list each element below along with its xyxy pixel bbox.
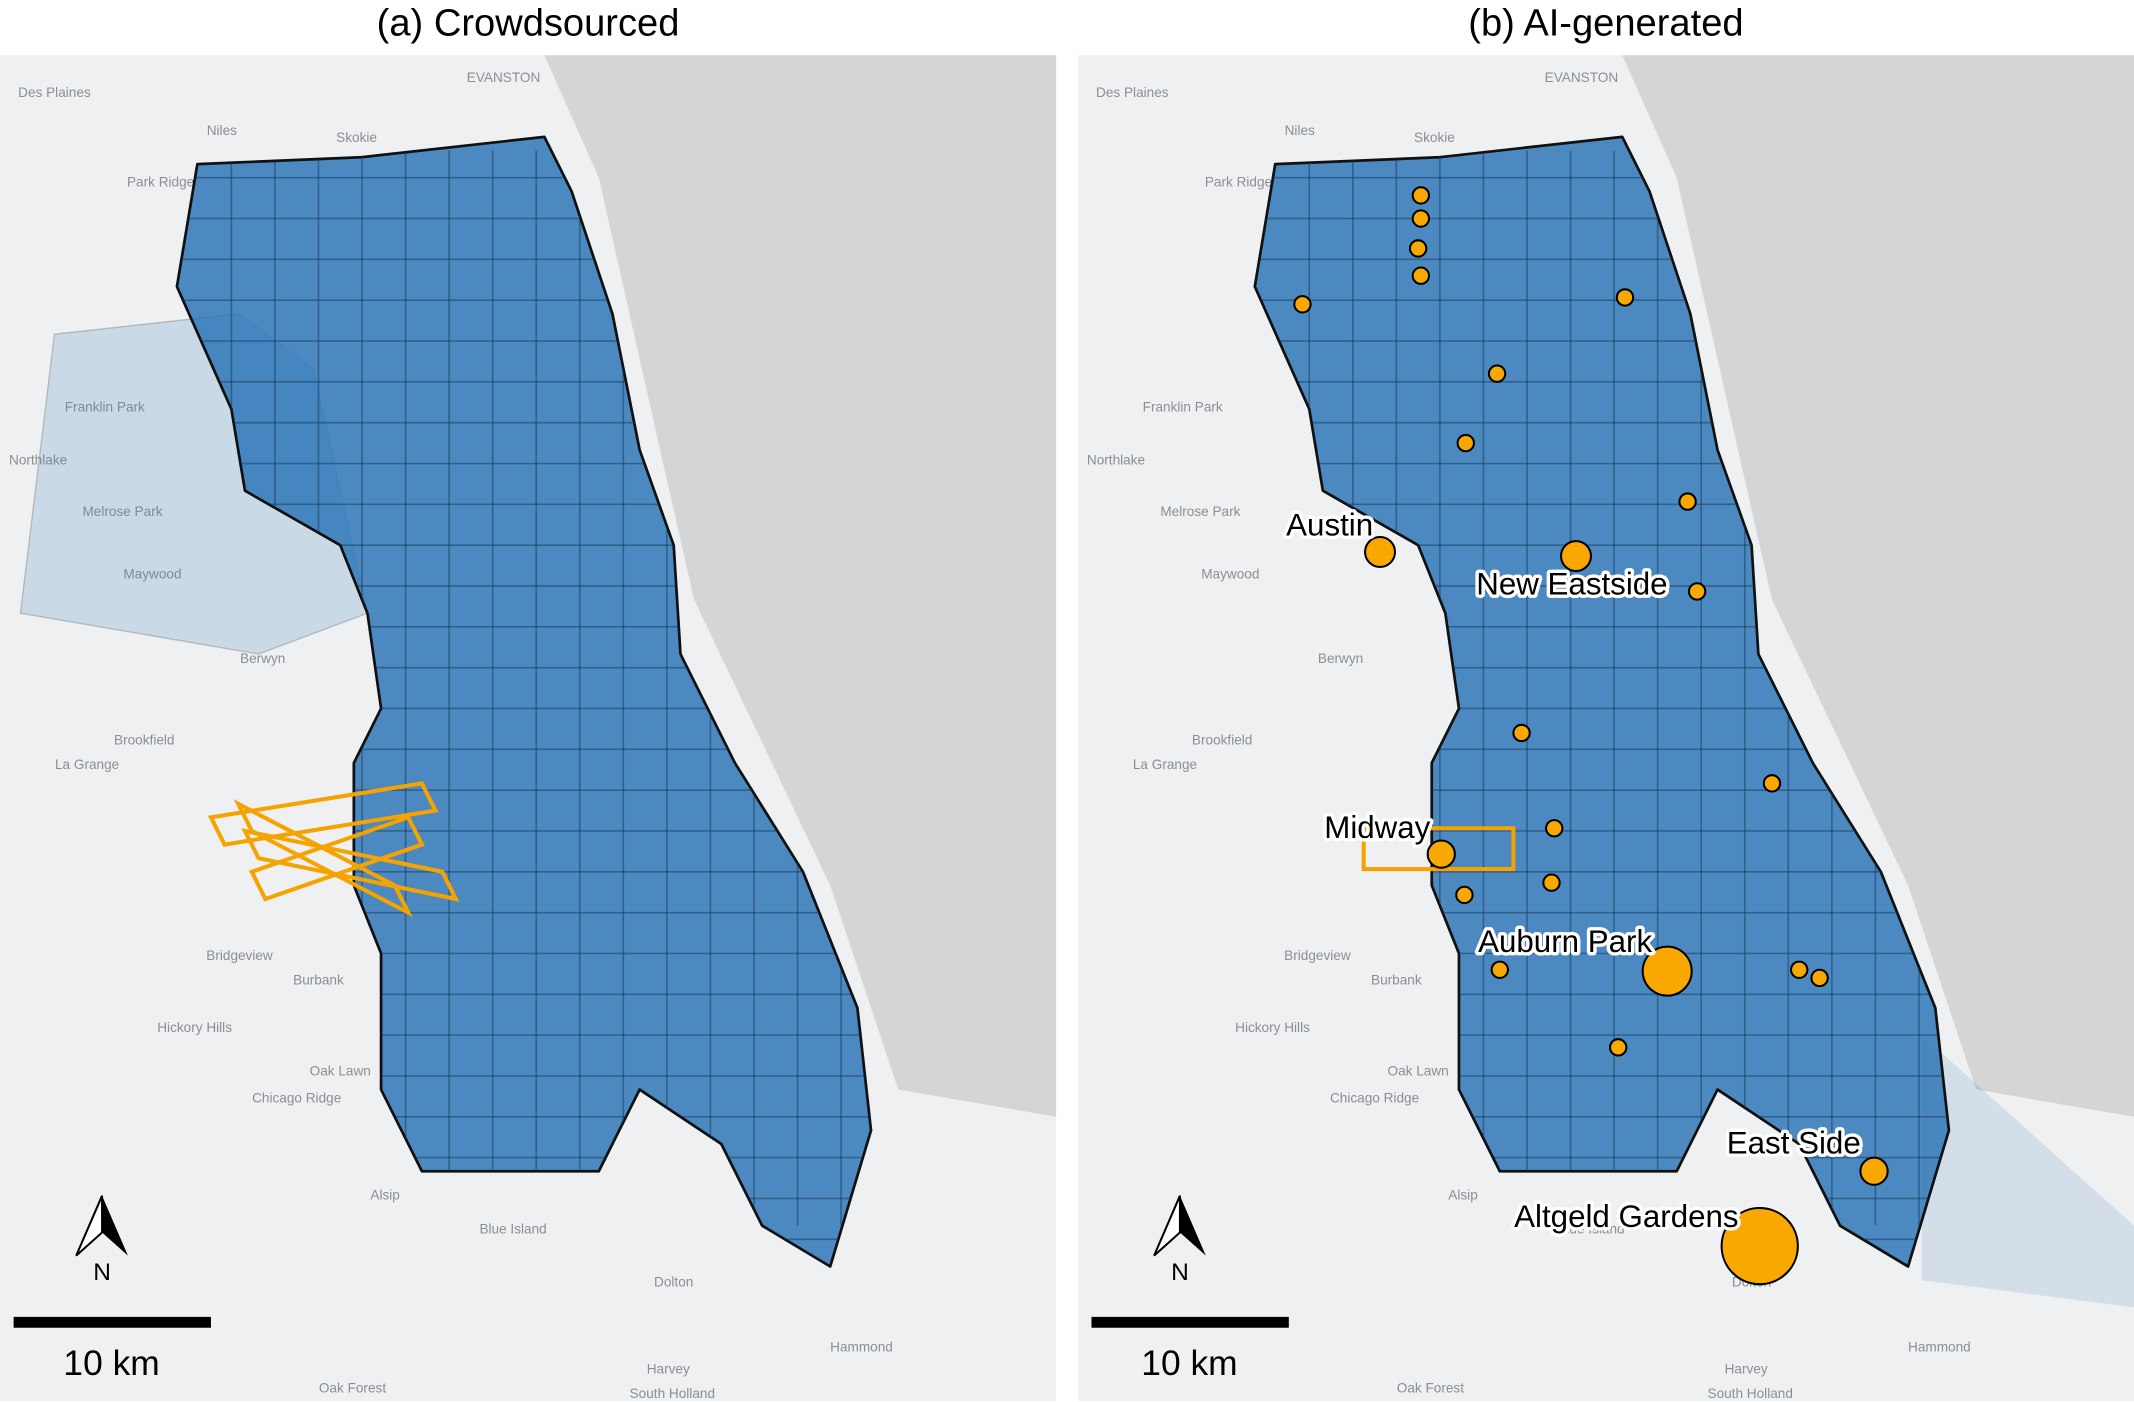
place-label: Chicago Ridge: [252, 1091, 341, 1106]
place-label: Franklin Park: [65, 399, 145, 414]
poi: [1609, 1038, 1628, 1057]
place-label: South Holland: [1708, 1386, 1793, 1401]
poi: [1411, 266, 1431, 285]
scale-label: 10 km: [1141, 1344, 1237, 1383]
place-label: Franklin Park: [1143, 399, 1223, 414]
highlight-region: [1361, 826, 1516, 872]
poi: [1762, 774, 1782, 793]
place-label: Bridgeview: [206, 948, 273, 963]
place-label: Maywood: [123, 567, 181, 582]
scale-label: 10 km: [63, 1344, 159, 1383]
place-label: Brookfield: [114, 733, 174, 748]
region-halo: [1921, 1035, 2134, 1308]
place-label: La Grange: [1133, 757, 1197, 772]
place-label: Oak Lawn: [1388, 1063, 1449, 1078]
place-label: Northlake: [1087, 452, 1145, 467]
place-label: South Holland: [630, 1386, 715, 1401]
place-label: EVANSTON: [1545, 70, 1619, 85]
place-label: Bridgeview: [1284, 948, 1351, 963]
annotation: East Side: [1727, 1126, 1861, 1161]
panel-title: (b) AI-generated: [1468, 2, 1743, 44]
poi: [1408, 239, 1428, 258]
poi: [1545, 819, 1564, 838]
place-label: Melrose Park: [1160, 504, 1240, 519]
place-label: Niles: [1285, 123, 1315, 138]
place-label: Maywood: [1201, 567, 1259, 582]
place-label: Harvey: [647, 1362, 690, 1377]
place-label: Burbank: [1371, 972, 1422, 987]
neighborhoods: [175, 135, 873, 1268]
annotation: Midway: [1324, 810, 1430, 845]
place-label: Niles: [207, 123, 237, 138]
place-label: Hickory Hills: [157, 1020, 232, 1035]
highlight-region: [248, 814, 425, 902]
place-label: Park Ridge: [127, 175, 194, 190]
place-label: Des Plaines: [1096, 85, 1169, 100]
place-label: Chicago Ridge: [1330, 1091, 1419, 1106]
north-label: N: [93, 1259, 111, 1286]
poi: [1678, 492, 1697, 511]
poi: [1542, 873, 1561, 892]
poi: [1411, 209, 1431, 228]
poi: [1293, 295, 1312, 314]
poi: [1641, 945, 1693, 997]
place-label: Burbank: [293, 972, 344, 987]
map-panel: Des Plaines EVANSTON Niles Skokie Park Ridge…: [1077, 55, 2134, 1402]
poi: [1810, 968, 1829, 988]
place-label: EVANSTON: [467, 70, 541, 85]
annotation: Altgeld Gardens: [1514, 1199, 1738, 1234]
place-label: Blue Island: [479, 1221, 546, 1236]
poi: [1615, 288, 1635, 307]
highlight-region: [233, 799, 413, 918]
place-label: Blue Island: [1557, 1221, 1624, 1236]
place-label: Oak Lawn: [310, 1063, 371, 1078]
poi: [1720, 1206, 1799, 1286]
place-label: Hammond: [830, 1340, 893, 1355]
highlight-region: [241, 828, 460, 902]
place-label: Hickory Hills: [1235, 1020, 1310, 1035]
place-label: Berwyn: [1318, 651, 1363, 666]
place-label: Brookfield: [1192, 733, 1252, 748]
poi: [1859, 1156, 1889, 1186]
place-label: Dolton: [654, 1274, 693, 1289]
poi: [1790, 960, 1809, 979]
poi: [1512, 723, 1531, 743]
place-label: Northlake: [9, 452, 67, 467]
place-label: Harvey: [1725, 1362, 1768, 1377]
place-label: Oak Forest: [1397, 1381, 1464, 1396]
highlight-region: [207, 781, 439, 847]
poi: [1687, 582, 1707, 601]
place-label: Alsip: [1448, 1187, 1477, 1202]
place-label: Des Plaines: [18, 85, 91, 100]
place-label: Berwyn: [240, 651, 285, 666]
poi: [1411, 186, 1431, 205]
place-label: Park Ridge: [1205, 175, 1272, 190]
poi: [1456, 433, 1475, 453]
place-label: Hammond: [1908, 1340, 1971, 1355]
annotation: Auburn Park: [1478, 924, 1652, 959]
north-label: N: [1171, 1259, 1189, 1286]
poi: [1426, 839, 1456, 869]
place-label: Skokie: [1414, 130, 1455, 145]
neighborhoods: [1253, 135, 1951, 1268]
poi: [1490, 960, 1509, 979]
poi: [1455, 885, 1474, 905]
annotation: Austin: [1286, 508, 1373, 543]
place-label: Melrose Park: [82, 504, 162, 519]
poi: [1487, 364, 1507, 383]
lake: [1622, 55, 2134, 1117]
poi: [1560, 540, 1592, 573]
panel-title: (a) Crowdsourced: [377, 2, 680, 44]
map-panel: Des Plaines EVANSTON Niles Skokie Park Ridge…: [0, 55, 1057, 1402]
annotation: New Eastside: [1476, 566, 1667, 601]
place-label: La Grange: [55, 757, 119, 772]
poi: [1364, 535, 1397, 568]
place-label: Alsip: [370, 1187, 399, 1202]
place-label: Oak Forest: [319, 1381, 386, 1396]
lake: [544, 55, 1057, 1117]
place-label: Skokie: [336, 130, 377, 145]
